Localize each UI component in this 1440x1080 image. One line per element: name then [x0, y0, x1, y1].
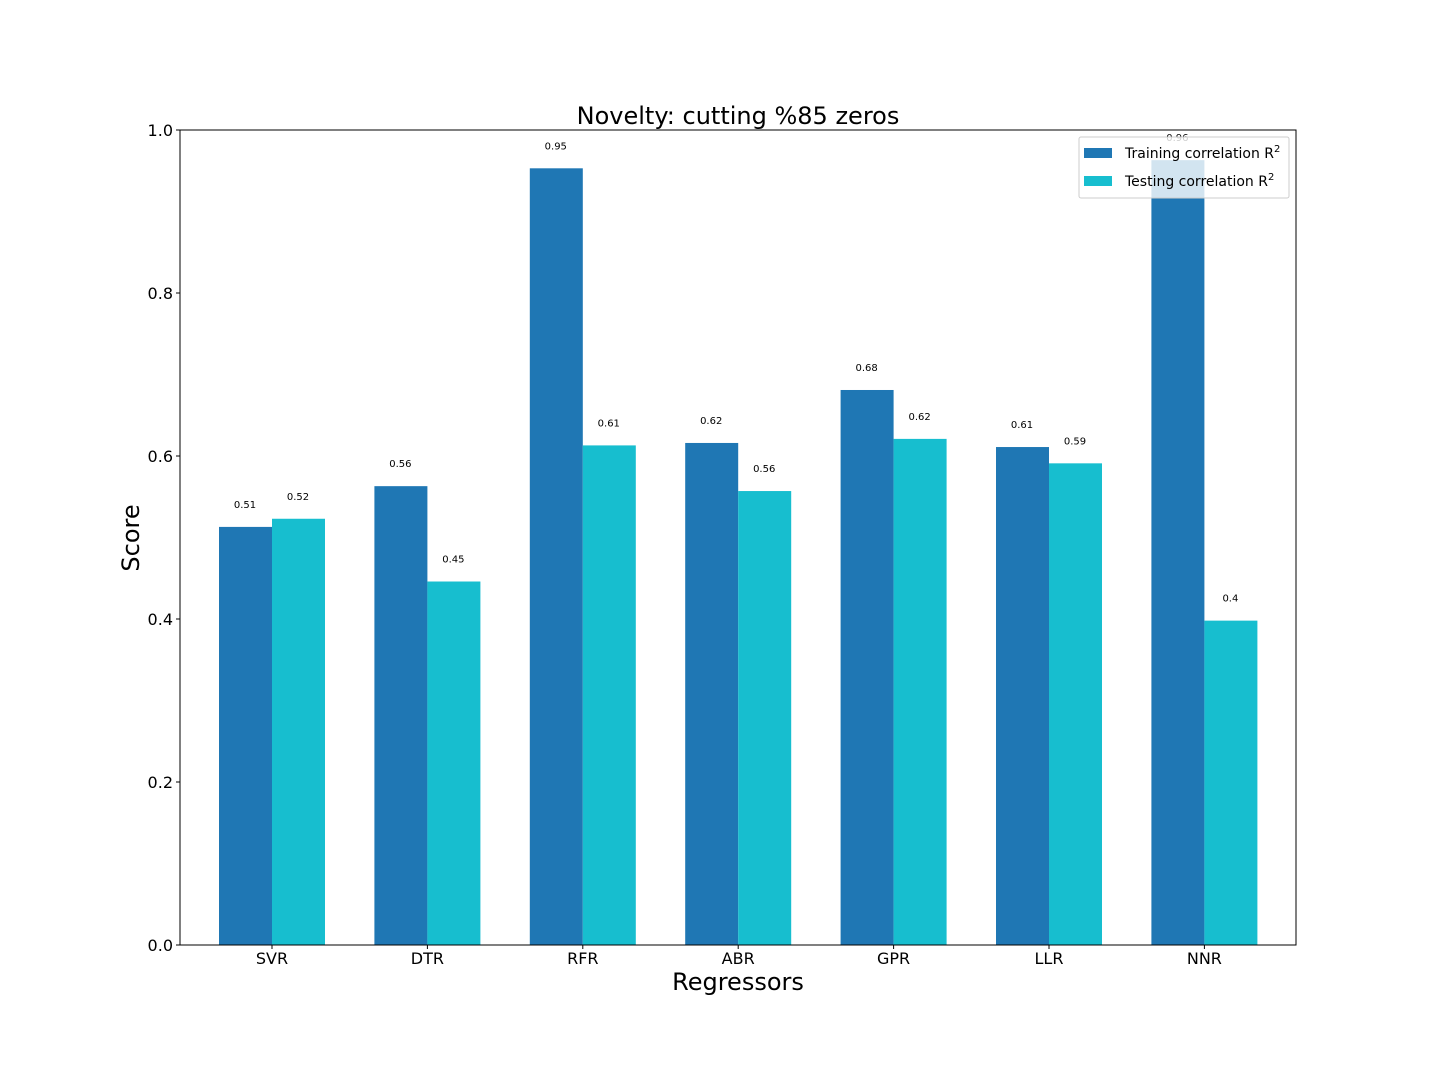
y-tick-label: 0.4: [148, 610, 173, 629]
x-axis-title: Regressors: [672, 968, 804, 996]
legend-label-superscript: 2: [1274, 144, 1280, 155]
x-tick-label: LLR: [1035, 949, 1064, 968]
x-tick-label: GPR: [877, 949, 910, 968]
bar-value-label: 0.59: [1064, 436, 1086, 447]
bar-value-label: 0.45: [442, 555, 464, 566]
bar-value-label: 0.51: [234, 500, 256, 511]
legend-label-testing: Testing correlation R2: [1124, 172, 1274, 190]
x-axis: SVR DTR RFR ABR GPR LLR NNR: [256, 945, 1222, 968]
y-tick-label: 0.0: [148, 936, 173, 955]
y-tick-label: 0.2: [148, 773, 173, 792]
bar-testing-gpr: [893, 438, 947, 945]
bar-testing-rfr: [582, 445, 636, 945]
x-tick-label: NNR: [1187, 949, 1222, 968]
bar-value-label: 0.56: [389, 459, 411, 470]
y-tick-label: 0.8: [148, 284, 173, 303]
bar-training-abr: [685, 442, 739, 945]
bar-value-label: 0.62: [908, 412, 930, 423]
bar-testing-nnr: [1204, 620, 1258, 945]
bar-training-rfr: [529, 168, 583, 945]
chart-title: Novelty: cutting %85 zeros: [577, 102, 900, 130]
legend-label-text: Training correlation R: [1124, 146, 1274, 162]
bar-value-label: 0.61: [598, 418, 620, 429]
legend-label-superscript: 2: [1268, 172, 1274, 183]
x-tick-label: SVR: [256, 949, 288, 968]
bar-training-gpr: [840, 389, 894, 945]
bar-value-label: 0.52: [287, 492, 309, 503]
bar-testing-llr: [1049, 463, 1102, 945]
bar-value-label: 0.56: [753, 464, 775, 475]
legend-label-text: Testing correlation R: [1124, 174, 1268, 190]
bar-value-label: 0.95: [545, 141, 567, 152]
bar-value-label: 0.68: [855, 363, 877, 374]
x-tick-label: RFR: [567, 949, 598, 968]
bar-testing-dtr: [427, 581, 481, 945]
bar-training-svr: [219, 526, 272, 945]
legend-swatch-training: [1084, 148, 1112, 158]
y-tick-label: 1.0: [148, 121, 173, 140]
bar-value-label: 0.62: [700, 416, 722, 427]
y-axis: 0.0 0.2 0.4 0.6 0.8 1.0: [148, 121, 180, 955]
bar-training-dtr: [374, 486, 428, 945]
legend-label-training: Training correlation R2: [1124, 144, 1280, 162]
bar-training-nnr: [1151, 160, 1205, 945]
x-tick-label: DTR: [411, 949, 444, 968]
bar-testing-abr: [738, 491, 792, 945]
y-axis-title: Score: [117, 504, 145, 571]
bar-testing-svr: [272, 518, 325, 945]
bars-layer: [219, 160, 1258, 945]
y-tick-label: 0.6: [148, 447, 173, 466]
bar-training-llr: [996, 447, 1049, 945]
bar-value-label: 0.61: [1011, 420, 1033, 431]
bar-value-label: 0.4: [1222, 594, 1238, 605]
x-tick-label: ABR: [722, 949, 755, 968]
legend-box: [1078, 136, 1290, 199]
legend-swatch-testing: [1084, 176, 1112, 186]
